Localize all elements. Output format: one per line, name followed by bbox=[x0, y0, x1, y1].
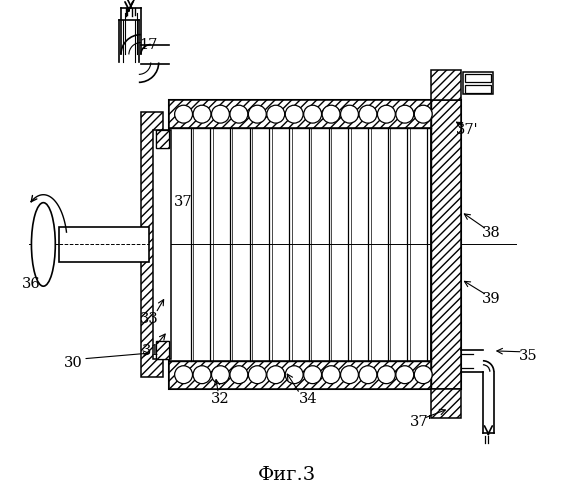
Bar bbox=[168, 100, 461, 388]
Circle shape bbox=[396, 366, 414, 384]
Circle shape bbox=[322, 105, 340, 123]
Circle shape bbox=[415, 366, 432, 384]
Bar bbox=[465, 86, 491, 94]
Bar bbox=[431, 70, 461, 100]
Circle shape bbox=[248, 366, 266, 384]
Circle shape bbox=[359, 366, 377, 384]
Text: 38: 38 bbox=[481, 226, 500, 240]
Circle shape bbox=[212, 105, 229, 123]
Circle shape bbox=[304, 366, 321, 384]
Circle shape bbox=[340, 105, 358, 123]
Circle shape bbox=[377, 366, 396, 384]
Circle shape bbox=[304, 105, 321, 123]
Circle shape bbox=[193, 105, 211, 123]
Circle shape bbox=[340, 366, 358, 384]
Circle shape bbox=[175, 366, 193, 384]
Text: 37': 37' bbox=[410, 416, 432, 430]
Text: 17: 17 bbox=[140, 38, 158, 52]
Text: 33: 33 bbox=[139, 312, 158, 326]
Text: 34: 34 bbox=[298, 392, 317, 406]
Bar bbox=[168, 361, 461, 388]
Circle shape bbox=[248, 105, 266, 123]
Circle shape bbox=[267, 366, 285, 384]
Bar bbox=[463, 72, 493, 94]
Bar bbox=[465, 74, 491, 82]
Circle shape bbox=[175, 105, 193, 123]
Text: Фиг.3: Фиг.3 bbox=[258, 466, 316, 484]
Bar bbox=[59, 226, 149, 262]
Bar bbox=[431, 388, 461, 418]
Text: 31: 31 bbox=[141, 344, 160, 358]
Circle shape bbox=[415, 105, 432, 123]
Text: 32: 32 bbox=[211, 392, 229, 406]
Ellipse shape bbox=[32, 202, 55, 286]
Circle shape bbox=[285, 105, 303, 123]
Text: 30: 30 bbox=[64, 356, 83, 370]
Text: 37: 37 bbox=[174, 194, 193, 208]
Circle shape bbox=[230, 105, 248, 123]
Bar bbox=[156, 341, 168, 359]
Bar bbox=[431, 100, 461, 388]
Circle shape bbox=[212, 366, 229, 384]
Circle shape bbox=[359, 105, 377, 123]
Text: 37': 37' bbox=[455, 123, 478, 137]
Circle shape bbox=[396, 105, 414, 123]
Bar bbox=[168, 100, 461, 128]
Bar bbox=[156, 130, 168, 148]
Circle shape bbox=[230, 366, 248, 384]
Bar bbox=[156, 341, 168, 359]
Bar bbox=[156, 130, 168, 148]
Text: 35: 35 bbox=[519, 349, 538, 363]
Circle shape bbox=[267, 105, 285, 123]
Text: 39: 39 bbox=[481, 292, 500, 306]
Circle shape bbox=[193, 366, 211, 384]
Bar bbox=[141, 112, 163, 376]
Circle shape bbox=[377, 105, 396, 123]
Bar bbox=[153, 130, 171, 359]
Circle shape bbox=[322, 366, 340, 384]
Text: 36: 36 bbox=[22, 277, 41, 291]
Circle shape bbox=[285, 366, 303, 384]
